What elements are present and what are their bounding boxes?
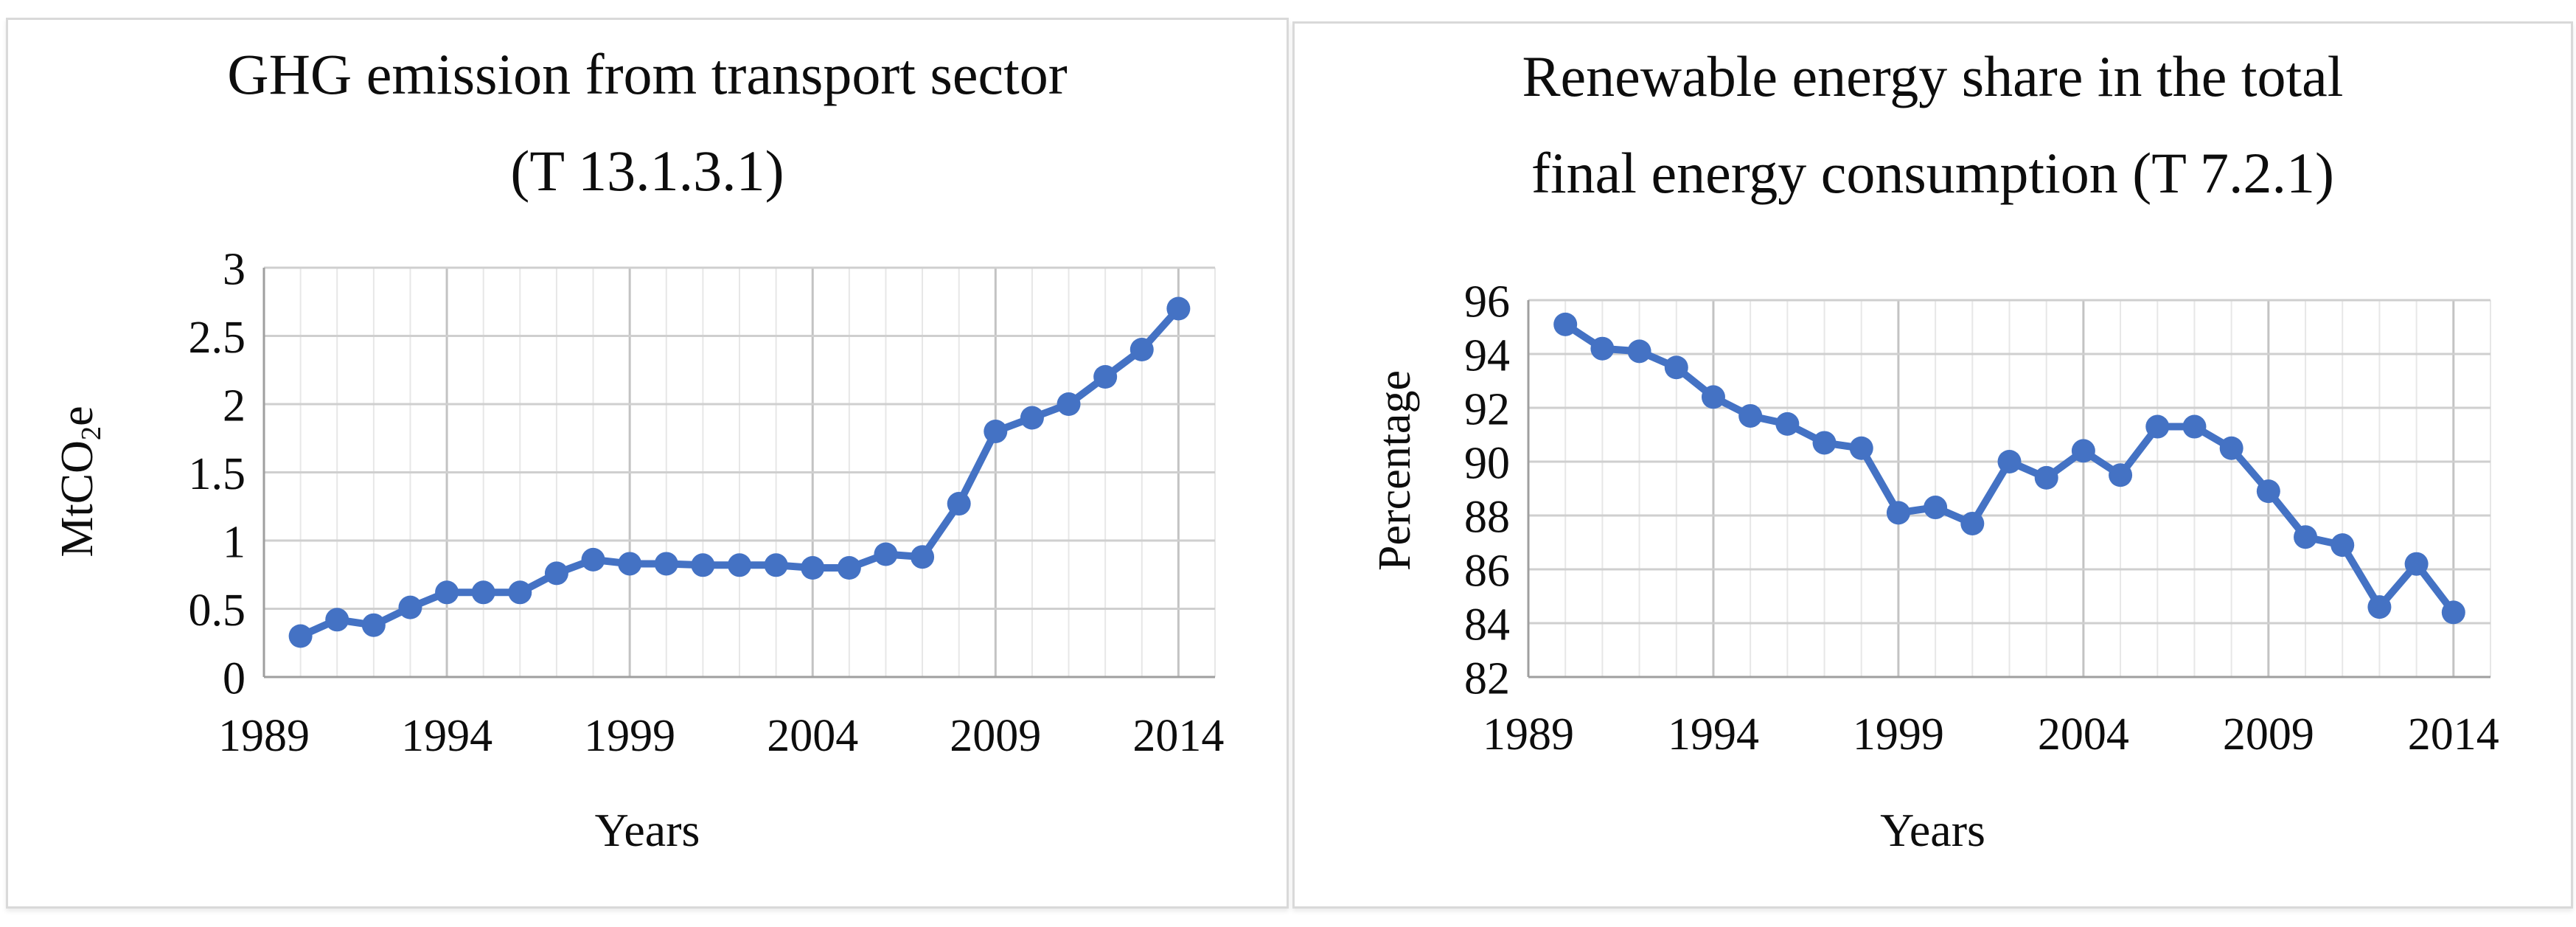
data-point-2014 xyxy=(2441,600,2465,625)
y-tick-label: 3 xyxy=(223,244,246,294)
data-point-2003 xyxy=(2034,465,2058,490)
data-point-2001 xyxy=(691,553,715,577)
x-tick-label: 1994 xyxy=(401,711,492,761)
data-point-2002 xyxy=(728,553,751,577)
data-point-1996 xyxy=(1775,412,1800,436)
x-tick-label: 2014 xyxy=(2408,709,2499,760)
data-point-1997 xyxy=(544,561,568,586)
chart-panel-ghg-transport: GHG emission from transport sector (T 13… xyxy=(6,18,1289,909)
x-tick-label: 2004 xyxy=(2038,709,2129,760)
y-tick-label: 0 xyxy=(223,653,246,704)
data-point-2008 xyxy=(947,492,971,516)
data-point-1992 xyxy=(1627,339,1651,364)
y-tick-label: 1 xyxy=(223,517,246,567)
y-tick-label: 86 xyxy=(1464,546,1510,596)
data-point-1991 xyxy=(1590,336,1615,361)
data-point-1996 xyxy=(508,580,532,605)
y-tick-label: 1.5 xyxy=(189,449,246,499)
data-point-1994 xyxy=(435,580,459,605)
chart-title: GHG emission from transport sector (T 13… xyxy=(8,26,1287,219)
data-point-2006 xyxy=(2145,414,2170,439)
y-tick-label: 2 xyxy=(223,381,246,431)
data-point-2012 xyxy=(2367,595,2392,619)
data-point-1998 xyxy=(581,547,605,572)
y-tick-label: 88 xyxy=(1464,492,1510,542)
y-tick-label: 82 xyxy=(1464,653,1510,704)
data-point-1995 xyxy=(471,580,495,605)
chart-title-line-1: GHG emission from transport sector xyxy=(227,42,1068,106)
y-tick-label: 92 xyxy=(1464,384,1510,434)
data-point-2006 xyxy=(874,542,898,566)
data-point-1991 xyxy=(325,608,349,632)
x-tick-label: 2014 xyxy=(1132,711,1224,761)
chart-panel-renewable-share: Renewable energy share in the total fina… xyxy=(1292,21,2573,909)
line-chart-ghg-transport: 0 0.5 1 1.5 2 2.5 3 1989 1994 1999 2004 2009 2014 xyxy=(189,244,1225,761)
data-point-1999 xyxy=(1886,501,1910,525)
data-point-2004 xyxy=(2071,439,2095,463)
data-point-1992 xyxy=(361,613,386,637)
chart-title-line-1: Renewable energy share in the total xyxy=(1522,44,2344,108)
data-point-2014 xyxy=(1166,296,1191,321)
data-point-2011 xyxy=(1056,392,1081,416)
y-tick-label: 84 xyxy=(1464,600,1510,650)
data-point-2002 xyxy=(1997,450,2022,473)
data-point-2010 xyxy=(1020,406,1044,430)
data-point-2013 xyxy=(2404,552,2429,576)
data-point-2007 xyxy=(2182,414,2207,439)
data-point-2000 xyxy=(654,552,678,576)
x-tick-label: 2009 xyxy=(950,711,1041,761)
x-tick-label: 2004 xyxy=(767,711,858,761)
y-tick-label: 96 xyxy=(1464,277,1510,327)
data-point-2011 xyxy=(2330,533,2355,558)
data-point-2010 xyxy=(2294,525,2318,549)
data-point-1997 xyxy=(1812,431,1837,455)
data-point-2000 xyxy=(1924,496,1948,520)
data-point-2007 xyxy=(911,545,935,569)
data-point-2003 xyxy=(764,553,788,577)
y-tick-label: 2.5 xyxy=(189,313,246,363)
data-point-2008 xyxy=(2219,436,2243,460)
data-point-1994 xyxy=(1701,385,1725,409)
data-point-1993 xyxy=(398,595,422,619)
x-tick-label: 1999 xyxy=(1853,709,1944,760)
x-tick-label: 1989 xyxy=(1483,709,1574,760)
data-point-2009 xyxy=(2256,479,2280,504)
data-point-1990 xyxy=(1553,312,1578,336)
chart-title-line-2: final energy consumption (T 7.2.1) xyxy=(1531,141,2334,205)
y-tick-label: 94 xyxy=(1464,330,1510,381)
data-point-2004 xyxy=(801,556,825,580)
y-tick-label: 0.5 xyxy=(189,586,246,636)
x-tick-label: 1999 xyxy=(584,711,675,761)
data-point-1993 xyxy=(1664,355,1688,380)
data-point-2012 xyxy=(1093,365,1118,389)
x-tick-label: 1989 xyxy=(218,711,310,761)
x-tick-label: 1994 xyxy=(1668,709,1759,760)
data-point-2013 xyxy=(1129,338,1154,361)
data-point-2005 xyxy=(2109,463,2133,487)
x-tick-label: 2009 xyxy=(2223,709,2314,760)
data-point-1999 xyxy=(618,552,642,576)
chart-title-line-2: (T 13.1.3.1) xyxy=(510,139,784,203)
y-tick-label: 90 xyxy=(1464,438,1510,488)
data-point-2001 xyxy=(1960,511,1985,535)
x-axis-title-years: Years xyxy=(1880,804,1985,856)
chart-title: Renewable energy share in the total fina… xyxy=(1295,28,2571,221)
data-point-1990 xyxy=(288,624,313,648)
x-axis-title-years: Years xyxy=(594,804,700,856)
data-point-1995 xyxy=(1738,403,1763,428)
data-point-1998 xyxy=(1849,436,1873,460)
data-point-2005 xyxy=(837,556,861,580)
data-point-2009 xyxy=(984,420,1008,443)
